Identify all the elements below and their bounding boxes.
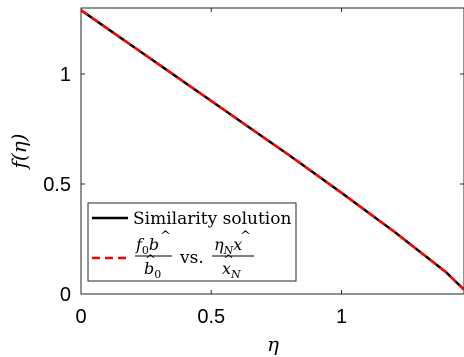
series-line-scaled xyxy=(80,9,464,291)
legend-vs: vs. xyxy=(179,248,204,268)
y-tick-label: 0 xyxy=(60,284,71,306)
x-axis-label: η xyxy=(267,332,279,356)
x-tick-label: 0 xyxy=(75,306,86,328)
y-tick-label: 1 xyxy=(60,64,71,86)
legend-math-hat-x: ^ xyxy=(240,229,251,244)
legend-math-f0b: f0b xyxy=(135,235,159,257)
plot-area-frame xyxy=(80,7,464,295)
legend-math-hat-xN: ^ xyxy=(223,253,234,268)
x-tick-label: 0.5 xyxy=(197,306,225,328)
y-axis-label: f(η) xyxy=(7,134,31,171)
legend-box xyxy=(87,202,297,282)
series-layer xyxy=(80,9,464,291)
legend-math-hat-b0: ^ xyxy=(145,253,156,268)
legend-label-similarity: Similarity solution xyxy=(133,209,291,229)
x-tick-label: 1 xyxy=(336,306,347,328)
ticks-layer: 0 0.5 1 0 0.5 1 xyxy=(43,8,464,328)
legend-math-etaN-x: ηNx xyxy=(214,235,242,257)
legend-math-hat-b: ^ xyxy=(160,229,171,244)
y-tick-label: 0.5 xyxy=(43,174,71,196)
legend: Similarity solution f0b ^ b0 ^ vs. ηNx ^… xyxy=(87,202,297,282)
